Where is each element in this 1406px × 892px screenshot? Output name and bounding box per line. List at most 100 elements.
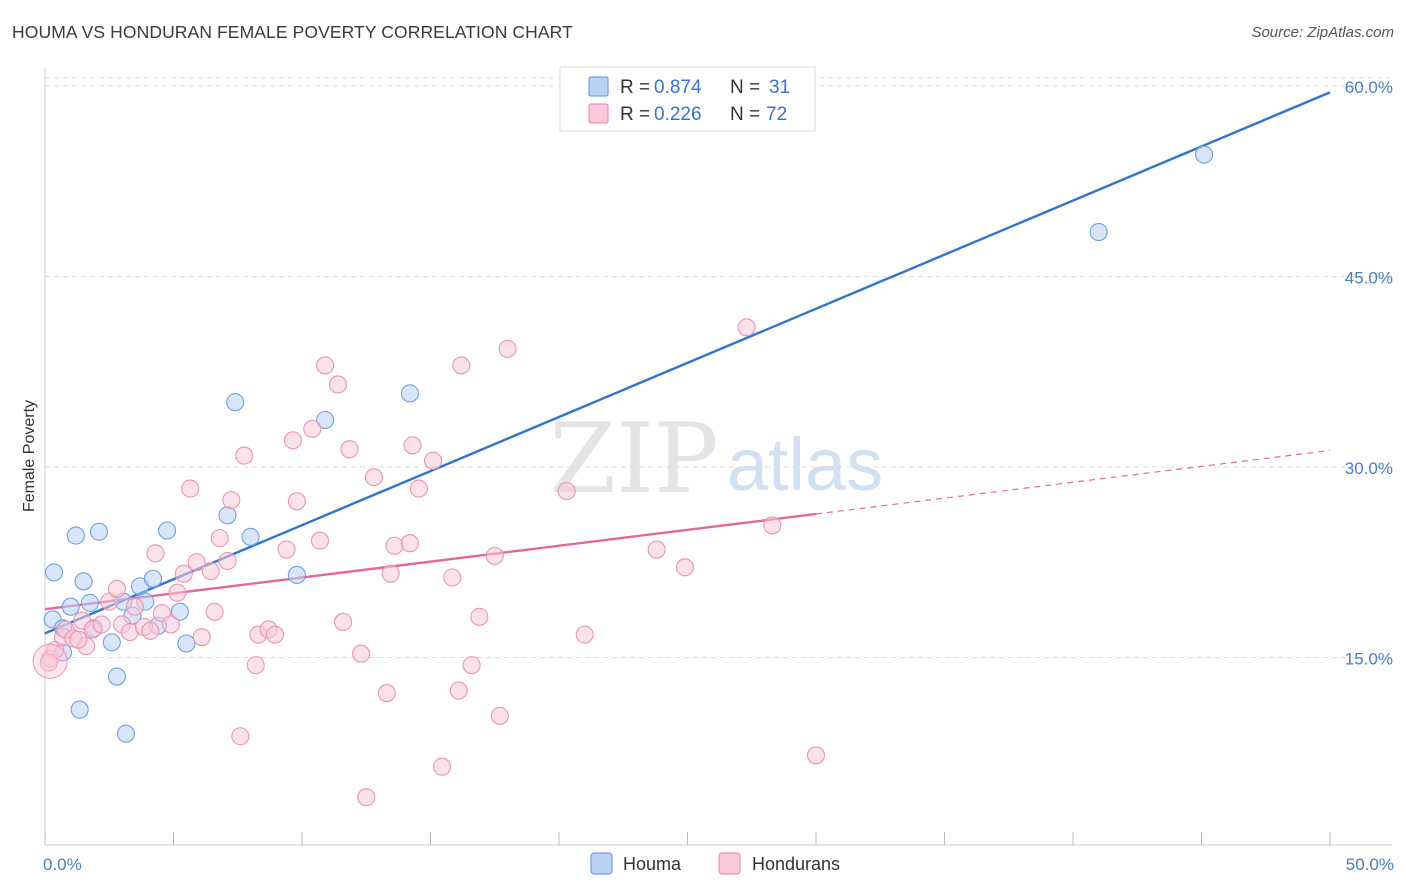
- legend-n-value-hondurans: 72: [766, 104, 787, 125]
- point-houma-27: [316, 410, 335, 430]
- point-hondurans-40: [316, 356, 335, 375]
- bottom-legend-swatch-houma: [590, 852, 613, 875]
- legend-r-label-houma: R =: [620, 77, 655, 98]
- point-houma-30: [1195, 145, 1214, 164]
- point-hondurans-47: [377, 684, 396, 703]
- point-hondurans-31: [246, 656, 265, 675]
- y-tick-label-15: 15.0%: [1345, 650, 1393, 669]
- point-hondurans-54: [433, 757, 452, 776]
- point-hondurans-59: [470, 607, 489, 626]
- point-hondurans-21: [181, 479, 200, 498]
- axes: [44, 68, 1392, 846]
- bottom-legend-label-hondurans: Hondurans: [752, 854, 840, 874]
- point-houma-25: [241, 527, 260, 546]
- point-houma-5: [66, 526, 85, 545]
- legend-swatch-houma: [588, 76, 609, 97]
- grid-lines: [45, 77, 1392, 658]
- y-tick-labels: 15.0% 30.0% 45.0% 60.0%: [1345, 78, 1393, 669]
- point-houma-12: [107, 667, 127, 686]
- point-hondurans-39: [310, 531, 330, 550]
- trend-line-houma: [44, 91, 1331, 635]
- bottom-legend: Houma Hondurans: [590, 852, 840, 875]
- point-hondurans-20: [174, 564, 193, 583]
- point-hondurans-44: [352, 644, 371, 663]
- point-hondurans-34: [265, 625, 285, 644]
- point-hondurans-24: [201, 562, 220, 581]
- point-hondurans-61: [490, 706, 509, 725]
- point-houma-14: [116, 724, 136, 743]
- y-tick-label-30: 30.0%: [1345, 459, 1393, 478]
- point-houma-18: [143, 569, 162, 588]
- legend-r-value-houma: 0.874: [654, 77, 702, 98]
- watermark-zip: ZIP: [549, 403, 718, 515]
- point-hondurans-19: [168, 583, 187, 602]
- point-hondurans-63: [557, 482, 576, 501]
- point-hondurans-69: [806, 746, 826, 765]
- point-hondurans-16: [146, 544, 165, 563]
- point-hondurans-8: [92, 615, 111, 634]
- legend: R = 0.874 N = 31 R = 0.226 N = 72: [559, 66, 816, 132]
- point-houma-11: [102, 633, 121, 652]
- point-houma-22: [177, 634, 196, 653]
- bottom-legend-swatch-hondurans: [718, 852, 741, 875]
- point-hondurans-18: [161, 615, 180, 634]
- point-hondurans-56: [449, 681, 468, 700]
- point-hondurans-48: [381, 564, 400, 583]
- point-houma-8: [80, 593, 100, 612]
- point-hondurans-60: [485, 546, 504, 565]
- trend-lines: [44, 91, 1331, 635]
- y-axis-title: Female Poverty: [21, 400, 38, 512]
- point-hondurans-65: [647, 540, 666, 559]
- point-hondurans-58: [462, 656, 481, 675]
- point-hondurans-35: [277, 540, 296, 559]
- point-hondurans-13: [125, 597, 144, 616]
- point-hondurans-41: [328, 375, 348, 394]
- x-tick-label-min: 0.0%: [43, 855, 82, 874]
- point-houma-10: [89, 522, 109, 541]
- point-hondurans-68: [763, 516, 782, 535]
- point-hondurans-15: [141, 621, 160, 640]
- point-hondurans-51: [403, 436, 422, 455]
- point-hondurans-27: [218, 551, 237, 571]
- point-houma-7: [74, 572, 93, 591]
- point-hondurans-50: [400, 534, 419, 553]
- x-tick-label-max: 50.0%: [1346, 855, 1394, 874]
- point-hondurans-66: [675, 558, 694, 577]
- point-hondurans-38: [303, 419, 322, 438]
- point-hondurans-71: [69, 630, 88, 649]
- legend-r-label-hondurans: R =: [620, 104, 655, 125]
- legend-n-label-houma: N =: [730, 77, 765, 98]
- y-tick-label-45: 45.0%: [1345, 269, 1393, 288]
- point-hondurans-62: [498, 339, 517, 358]
- point-houma-29: [1089, 223, 1108, 242]
- point-hondurans-36: [283, 431, 303, 450]
- y-tick-label-60: 60.0%: [1345, 78, 1393, 97]
- point-hondurans-29: [231, 727, 250, 746]
- data-points: [32, 145, 1214, 807]
- point-hondurans-23: [192, 628, 211, 647]
- point-hondurans-30: [235, 446, 254, 465]
- point-hondurans-46: [364, 468, 384, 487]
- point-houma-28: [400, 384, 419, 403]
- point-hondurans-26: [210, 529, 229, 548]
- chart-title: HOUMA VS HONDURAN FEMALE POVERTY CORRELA…: [12, 22, 573, 42]
- point-hondurans-10: [107, 579, 127, 598]
- point-houma-20: [158, 521, 177, 540]
- trend-line-hondurans-extension: [815, 449, 1331, 515]
- legend-swatch-hondurans: [588, 103, 609, 124]
- point-hondurans-57: [452, 356, 471, 375]
- legend-n-label-hondurans: N =: [730, 104, 765, 125]
- point-houma-1: [44, 563, 64, 582]
- point-hondurans-53: [424, 451, 443, 470]
- point-hondurans-37: [287, 492, 306, 511]
- point-houma-6: [70, 700, 89, 719]
- point-hondurans-64: [575, 625, 594, 644]
- point-houma-24: [226, 393, 245, 412]
- point-hondurans-43: [340, 440, 359, 459]
- chart-source: Source: ZipAtlas.com: [1251, 24, 1394, 41]
- point-hondurans-45: [357, 788, 376, 807]
- point-hondurans-25: [205, 602, 224, 621]
- point-houma-4: [61, 597, 80, 616]
- point-houma-21: [170, 602, 189, 621]
